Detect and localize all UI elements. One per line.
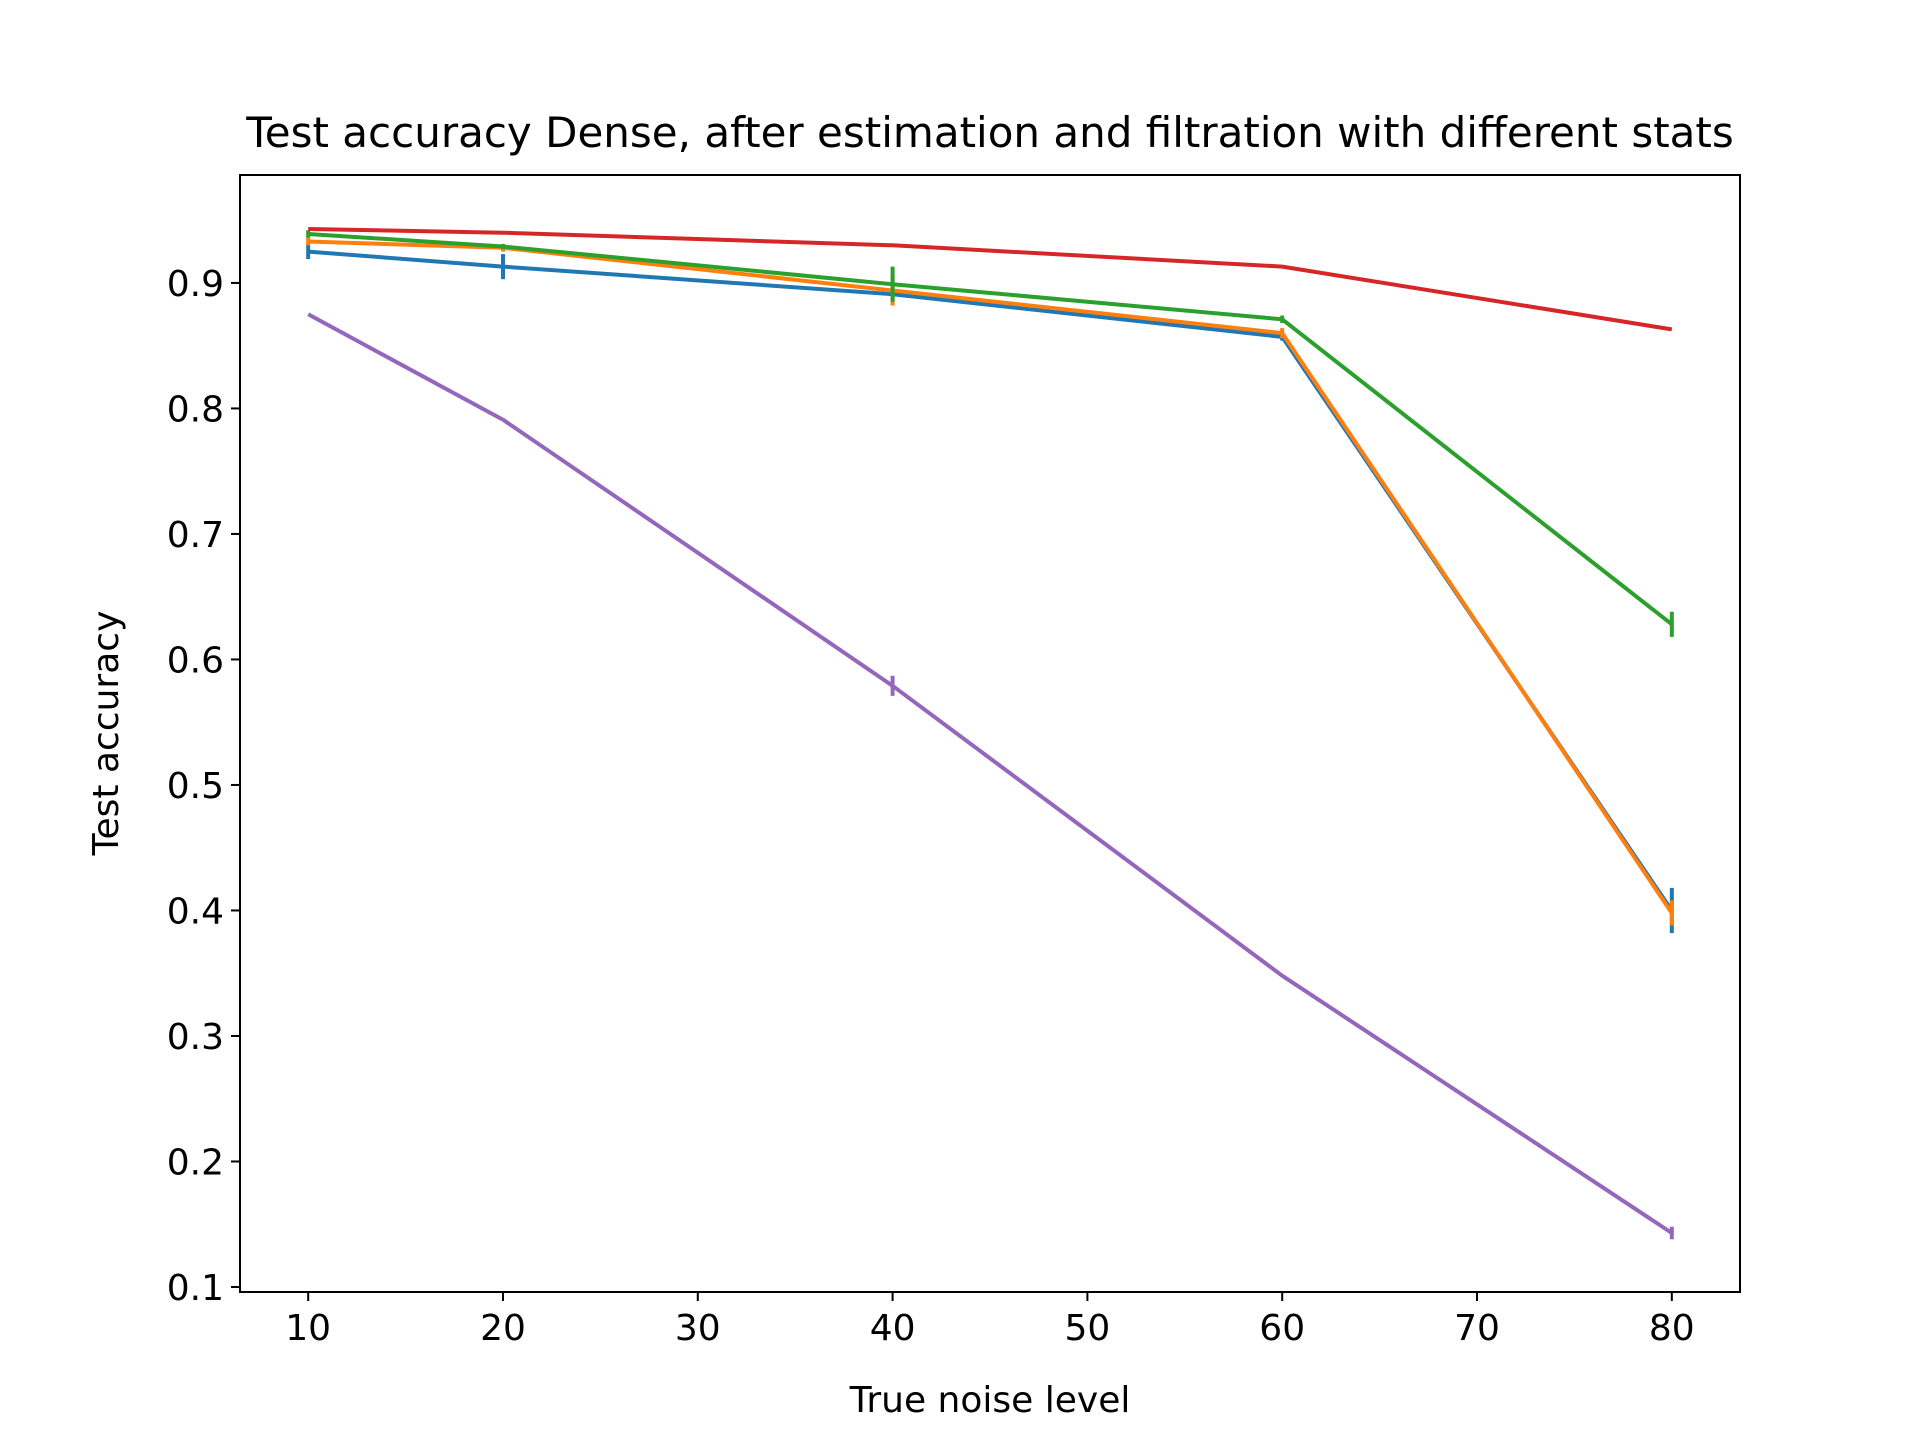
x-tick-label: 50: [1064, 1308, 1110, 1349]
chart-title: Test accuracy Dense, after estimation an…: [245, 108, 1734, 157]
x-tick-label: 70: [1454, 1308, 1500, 1349]
x-axis-ticks: 10 20 30 40 50 60 70 80: [285, 1292, 1695, 1349]
y-tick-label: 0.9: [167, 264, 224, 305]
series-layer: [306, 227, 1674, 1240]
series-4: [308, 227, 1673, 332]
y-tick-label: 0.8: [167, 389, 224, 430]
y-axis-ticks: 0.1 0.2 0.3 0.4 0.5 0.6 0.7 0.8 0.9: [167, 264, 240, 1309]
x-axis-label: True noise level: [849, 1380, 1131, 1421]
y-tick-label: 0.7: [167, 515, 224, 556]
y-tick-label: 0.5: [167, 766, 224, 807]
x-tick-label: 20: [480, 1308, 526, 1349]
y-tick-label: 0.2: [167, 1142, 224, 1183]
x-tick-label: 30: [675, 1308, 721, 1349]
x-tick-label: 60: [1259, 1308, 1305, 1349]
series-3: [306, 230, 1674, 637]
y-axis-label: Test accuracy: [86, 611, 127, 857]
series-line: [308, 227, 1673, 332]
y-tick-label: 0.3: [167, 1017, 224, 1058]
x-tick-label: 80: [1649, 1308, 1695, 1349]
y-tick-label: 0.1: [167, 1268, 224, 1309]
x-tick-label: 10: [285, 1308, 331, 1349]
x-tick-label: 40: [870, 1308, 916, 1349]
series-5: [307, 312, 1674, 1240]
y-tick-label: 0.4: [167, 891, 224, 932]
plot-frame: [239, 174, 1741, 1293]
y-tick-label: 0.6: [167, 640, 224, 681]
